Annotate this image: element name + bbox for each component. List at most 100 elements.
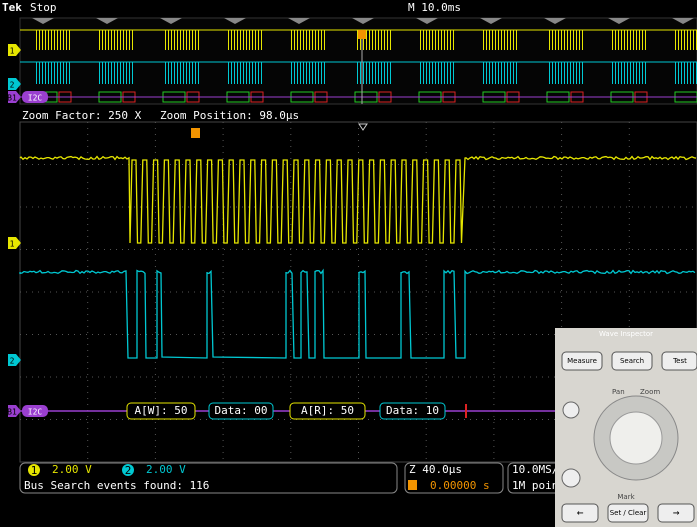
ch2-burst [419, 62, 455, 84]
ch2-burst [483, 62, 519, 84]
tick [224, 18, 246, 24]
ch2-burst [675, 62, 697, 84]
channel-label: B1 [7, 408, 17, 417]
arrow: ← [577, 506, 584, 519]
tick [672, 18, 694, 24]
ch1-scale: 2.00 V [52, 463, 92, 476]
channel-marker [8, 354, 21, 366]
bus-packet [208, 402, 274, 420]
front-panel: Wave Inspector Measure Search Test Pan Z… [555, 328, 697, 527]
channel-label: 2 [10, 81, 15, 90]
search-key[interactable] [562, 401, 580, 419]
zoom-factor: Zoom Factor: 250 X [22, 109, 142, 122]
channel-label: 1 [10, 240, 15, 249]
tick [416, 18, 438, 24]
channel-label: B1 [7, 94, 17, 103]
ch2-burst [291, 62, 327, 84]
ch2-burst [547, 62, 583, 84]
channel-marker [8, 44, 21, 56]
zoom-position: Zoom Position: 98.0µs [160, 109, 299, 122]
trigger-flag [191, 128, 200, 138]
ch2-burst [99, 62, 135, 84]
tick [352, 18, 374, 24]
ch1-burst [419, 30, 455, 50]
channel-marker [8, 237, 21, 249]
tick [544, 18, 566, 24]
tick [32, 18, 54, 24]
tick [288, 18, 310, 24]
center-marker [358, 123, 368, 131]
tick [480, 18, 502, 24]
channel-marker [8, 91, 21, 103]
button[interactable] [661, 351, 697, 371]
ch2-number: 2 [125, 464, 132, 477]
next-button[interactable] [657, 503, 695, 523]
button-label: Search [620, 357, 644, 365]
packet-label: Data: 10 [386, 404, 439, 417]
ch2-scale: 2.00 V [146, 463, 186, 476]
bus-packet [289, 402, 366, 420]
channel-marker [8, 405, 21, 417]
ch1-burst [35, 30, 71, 50]
tick [160, 18, 182, 24]
timebase: M 10.0ms [408, 1, 461, 14]
zoom-label: Zoom [640, 388, 660, 396]
tick [96, 18, 118, 24]
overview [19, 17, 697, 105]
bus-packet [379, 402, 446, 420]
ch2-waveform [19, 268, 696, 359]
set-clear-label: Set / Clear [610, 509, 647, 517]
ch1-burst [227, 30, 263, 50]
trigger-icon [408, 480, 417, 490]
bus-badge [22, 405, 48, 417]
ch1-burst [483, 30, 519, 50]
button-label: Measure [567, 357, 597, 365]
sample-rate: 10.0MS/ [512, 463, 558, 476]
trigger-pos: 0.00000 s [430, 479, 490, 492]
ch2-badge [122, 464, 134, 476]
button-label: Test [672, 357, 687, 365]
ch2-burst [355, 62, 391, 84]
status: Stop [30, 1, 57, 14]
ch1-burst [547, 30, 583, 50]
ch1-burst [163, 30, 199, 50]
channel-label: 1 [10, 47, 15, 56]
ch1-waveform [19, 155, 697, 244]
ch1-burst [675, 30, 697, 50]
bus-packet [126, 402, 196, 420]
status-bar: 1 2.00 V 2 2.00 V Bus Search events foun… [19, 462, 569, 494]
status-box [19, 462, 398, 494]
trigger-marker [358, 30, 366, 39]
packet-label: A[W]: 50 [135, 404, 188, 417]
set-clear-button[interactable] [607, 503, 649, 523]
bus-label: I2C [28, 94, 43, 103]
bus-search: Bus Search events found: 116 [24, 479, 209, 492]
brand: Tek [2, 1, 22, 14]
prev-button[interactable] [561, 503, 599, 523]
panel-title: Wave Inspector [599, 330, 653, 338]
ch1-badge [28, 464, 40, 476]
button[interactable] [611, 351, 653, 371]
record-length: 1M poin [512, 479, 558, 492]
bus-label: I2C [28, 408, 43, 417]
ch1-burst [291, 30, 327, 50]
ch2-burst [611, 62, 647, 84]
packet-label: A[R]: 50 [301, 404, 354, 417]
ch1-burst [611, 30, 647, 50]
pan-label: Pan [612, 388, 625, 396]
zoom-knob[interactable] [609, 411, 663, 465]
arrow: → [673, 506, 680, 519]
zoom-box [404, 462, 504, 494]
play-key[interactable] [561, 468, 581, 488]
bus-badge [22, 91, 48, 103]
zoom-scale: Z 40.0µs [409, 463, 462, 476]
tick [608, 18, 630, 24]
channel-marker [8, 78, 21, 90]
button[interactable] [561, 351, 603, 371]
ch2-burst [35, 62, 71, 84]
ch1-burst [99, 30, 135, 50]
channel-label: 2 [10, 357, 15, 366]
ch1-number: 1 [31, 464, 38, 477]
mark-label: Mark [617, 493, 635, 501]
